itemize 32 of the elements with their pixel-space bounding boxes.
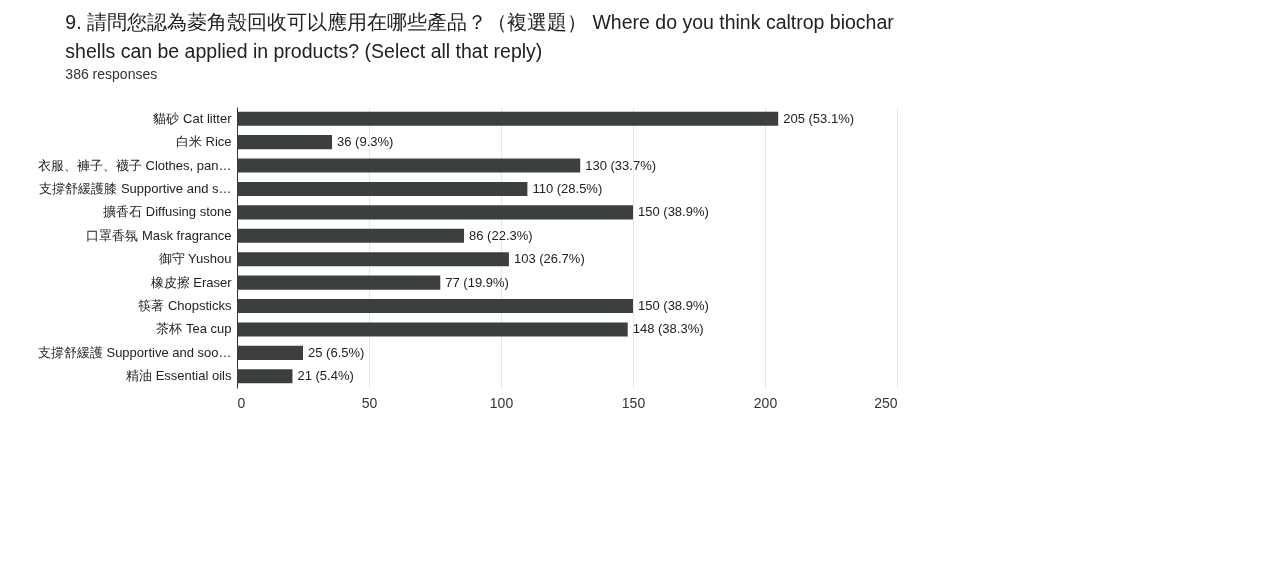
y-tick-label: 筷著 Chopsticks (138, 298, 232, 314)
x-tick-label: 0 (237, 394, 246, 411)
data-label: 150 (38.9%) (638, 204, 709, 220)
chart-title: 9. 請問您認為菱角殼回收可以應用在哪些產品？（複選題） Where do you think caltrop biochar shells can be applied in products? (Select all that reply) (65, 10, 895, 62)
data-label: 205 (53.1%) (783, 110, 855, 126)
data-label: 103 (26.7%) (513, 251, 585, 267)
data-label: 110 (28.5%) (532, 180, 603, 196)
y-tick-label: 茶杯 Tea cup (156, 321, 232, 337)
x-tick-label: 100 (489, 394, 514, 411)
y-tick-label: 白米 Rice (175, 134, 232, 150)
text: 386 responses (65, 66, 158, 82)
data-label: 77 (19.9%) (445, 274, 509, 290)
data-label: 25 (6.5%) (308, 344, 365, 360)
x-tick-label: 50 (361, 394, 378, 411)
y-tick-label: 擴香石 Diffusing stone (103, 204, 232, 220)
y-tick-label: 支撐舒緩護 Supportive and soo… (37, 344, 232, 360)
y-tick-label: 貓砂 Cat litter (153, 110, 233, 126)
y-tick-label: 御守 Yushou (158, 251, 232, 267)
data-label: 150 (38.9%) (638, 298, 709, 314)
data-label: 36 (9.3%) (337, 134, 394, 150)
y-tick-label: 衣服、褲子、襪子 Clothes, pan… (37, 157, 232, 173)
x-tick-label: 200 (753, 394, 778, 411)
data-label: 21 (5.4%) (297, 368, 354, 384)
data-label: 130 (33.7%) (585, 157, 657, 173)
y-tick-label: 橡皮擦 Eraser (150, 274, 233, 290)
y-tick-label: 支撐舒緩護膝 Supportive and s… (39, 180, 232, 196)
y-tick-label: 精油 Essential oils (126, 368, 232, 384)
y-tick-label: 口罩香氛 Mask fragrance (86, 227, 232, 243)
data-label: 148 (38.3%) (632, 321, 704, 337)
x-tick-label: 250 (874, 394, 898, 411)
x-tick-label: 150 (621, 394, 646, 411)
data-label: 86 (22.3%) (469, 227, 533, 243)
